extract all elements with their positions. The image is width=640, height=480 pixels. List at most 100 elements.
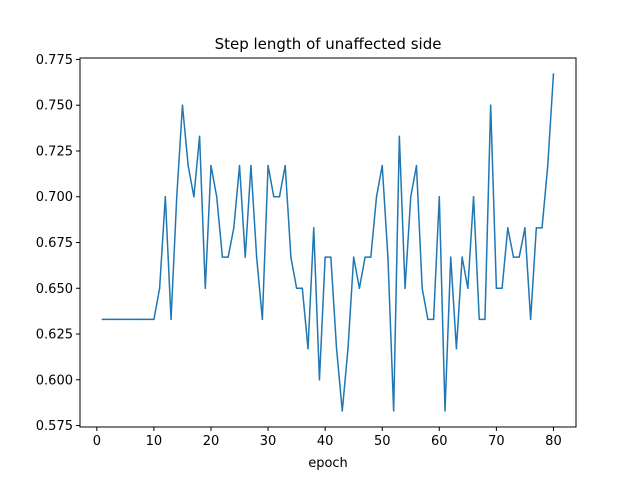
data-point bbox=[375, 195, 378, 198]
data-point bbox=[124, 318, 127, 321]
x-axis-label: epoch bbox=[308, 456, 348, 471]
data-point bbox=[267, 164, 269, 167]
data-point bbox=[130, 318, 132, 321]
y-tick-label: 0.750 bbox=[36, 99, 73, 114]
x-tick-label: 20 bbox=[203, 434, 220, 449]
data-point bbox=[301, 287, 304, 290]
data-point bbox=[210, 164, 212, 167]
data-point bbox=[404, 287, 406, 290]
data-point bbox=[118, 318, 121, 321]
plot-frame bbox=[79, 57, 577, 428]
data-point bbox=[295, 287, 298, 290]
data-point bbox=[221, 256, 224, 258]
data-point bbox=[427, 318, 429, 321]
x-tick-label: 10 bbox=[146, 434, 163, 449]
data-point bbox=[518, 256, 520, 258]
data-point bbox=[438, 195, 441, 198]
data-point bbox=[387, 256, 389, 258]
data-point bbox=[410, 195, 412, 198]
data-point bbox=[484, 318, 486, 321]
data-point bbox=[215, 195, 218, 198]
x-tick-label: 80 bbox=[545, 434, 562, 449]
y-tick-label: 0.775 bbox=[36, 53, 73, 68]
data-point bbox=[113, 318, 115, 321]
data-point bbox=[181, 104, 184, 106]
data-point bbox=[318, 379, 321, 381]
data-point bbox=[444, 410, 446, 412]
data-point bbox=[392, 410, 395, 412]
data-point bbox=[244, 256, 246, 258]
data-point bbox=[141, 318, 144, 321]
data-point bbox=[307, 347, 309, 350]
y-tick-label: 0.650 bbox=[36, 282, 73, 297]
data-point bbox=[547, 164, 549, 167]
data-point bbox=[227, 256, 229, 258]
data-point bbox=[432, 318, 435, 321]
data-point bbox=[381, 164, 383, 167]
data-point bbox=[421, 287, 423, 290]
data-point bbox=[341, 410, 344, 412]
data-point bbox=[176, 195, 178, 198]
data-point bbox=[147, 318, 149, 321]
data-point bbox=[529, 318, 532, 321]
data-point bbox=[370, 256, 372, 258]
data-point bbox=[255, 256, 258, 258]
data-point bbox=[501, 287, 503, 290]
data-point bbox=[358, 287, 361, 290]
series-line bbox=[101, 73, 555, 412]
data-point bbox=[541, 227, 543, 229]
data-point bbox=[278, 195, 281, 198]
data-point bbox=[330, 256, 332, 258]
data-point bbox=[512, 256, 515, 258]
data-point bbox=[415, 164, 418, 167]
data-point bbox=[335, 347, 338, 350]
data-point bbox=[524, 227, 526, 229]
y-tick-label: 0.700 bbox=[36, 190, 73, 205]
data-point bbox=[284, 164, 286, 167]
data-point bbox=[136, 318, 138, 321]
x-tick-label: 70 bbox=[488, 434, 505, 449]
data-point bbox=[352, 256, 355, 258]
data-point bbox=[198, 135, 201, 138]
x-tick-label: 60 bbox=[431, 434, 448, 449]
x-tick-label: 40 bbox=[317, 434, 334, 449]
data-point bbox=[449, 256, 452, 258]
data-point bbox=[455, 347, 458, 350]
data-point bbox=[238, 164, 241, 167]
data-point bbox=[187, 164, 189, 167]
data-point bbox=[312, 227, 315, 229]
data-point bbox=[495, 287, 498, 290]
data-point bbox=[158, 287, 161, 290]
data-point bbox=[472, 195, 475, 198]
data-point bbox=[398, 135, 401, 138]
data-point bbox=[153, 318, 155, 321]
y-tick-label: 0.725 bbox=[36, 144, 73, 159]
y-tick-label: 0.575 bbox=[36, 419, 73, 434]
data-point bbox=[273, 195, 275, 198]
data-point bbox=[193, 195, 195, 198]
y-tick-label: 0.675 bbox=[36, 236, 73, 251]
data-point bbox=[535, 227, 538, 229]
data-point bbox=[101, 318, 104, 321]
data-point bbox=[261, 318, 264, 321]
data-point bbox=[107, 318, 109, 321]
data-point bbox=[233, 227, 235, 229]
data-point bbox=[164, 195, 167, 198]
data-point bbox=[467, 287, 469, 290]
data-point bbox=[364, 256, 366, 258]
data-point bbox=[461, 256, 463, 258]
data-point bbox=[478, 318, 480, 321]
data-point bbox=[250, 164, 252, 167]
data-point bbox=[507, 227, 509, 229]
x-tick-label: 50 bbox=[374, 434, 391, 449]
x-tick-label: 0 bbox=[93, 434, 101, 449]
data-point bbox=[552, 73, 555, 75]
y-tick-label: 0.625 bbox=[36, 328, 73, 343]
data-point bbox=[489, 104, 492, 106]
x-tick-label: 30 bbox=[260, 434, 277, 449]
chart-title: Step length of unaffected side bbox=[215, 35, 442, 53]
data-point bbox=[170, 318, 172, 321]
data-point bbox=[204, 287, 207, 290]
data-point bbox=[290, 256, 292, 258]
